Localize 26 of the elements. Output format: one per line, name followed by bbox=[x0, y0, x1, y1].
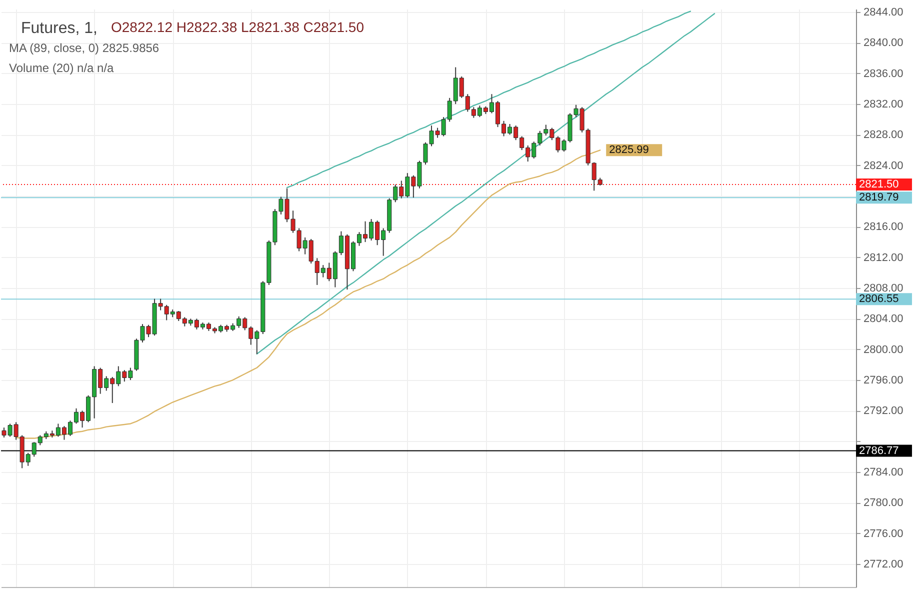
y-tick-label: 2824.00 bbox=[864, 160, 904, 172]
y-tick-label: 2784.00 bbox=[864, 466, 904, 479]
y-tick-label: 2828.00 bbox=[864, 129, 904, 142]
y-tick-label: 2844.00 bbox=[864, 6, 904, 19]
annotation: Volume (20) n/a n/a bbox=[9, 61, 114, 75]
y-tick-label: 2792.00 bbox=[864, 405, 904, 418]
y-tick-label: 2816.00 bbox=[864, 221, 904, 234]
annotation: MA (89, close, 0) 2825.9856 bbox=[9, 41, 160, 55]
ref-line-label: 2819.79 bbox=[859, 192, 899, 204]
y-tick-label: 2772.00 bbox=[864, 558, 904, 571]
y-tick-label: 2808.00 bbox=[864, 282, 904, 295]
y-tick-label: 2836.00 bbox=[864, 68, 904, 80]
data-label: 2825.99 bbox=[609, 144, 649, 156]
y-tick-label: 2832.00 bbox=[864, 98, 904, 111]
text: Futures, 1, bbox=[21, 20, 98, 37]
y-tick-label: 2840.00 bbox=[864, 37, 904, 50]
ref-line-label: 2821.50 bbox=[859, 178, 899, 191]
ref-line-label: 2806.55 bbox=[859, 293, 899, 306]
y-tick-label: 2776.00 bbox=[864, 528, 904, 540]
annotation: O2822.12 H2822.38 L2821.38 C2821.50 bbox=[111, 19, 364, 35]
y-tick-label: 2800.00 bbox=[864, 344, 904, 356]
y-tick-label: 2812.00 bbox=[864, 252, 904, 264]
y-tick-label: 2804.00 bbox=[864, 313, 904, 326]
ref-line-label: 2786.77 bbox=[859, 444, 899, 457]
y-tick-label: 2796.00 bbox=[864, 374, 904, 387]
y-tick-label: 2780.00 bbox=[864, 497, 904, 510]
